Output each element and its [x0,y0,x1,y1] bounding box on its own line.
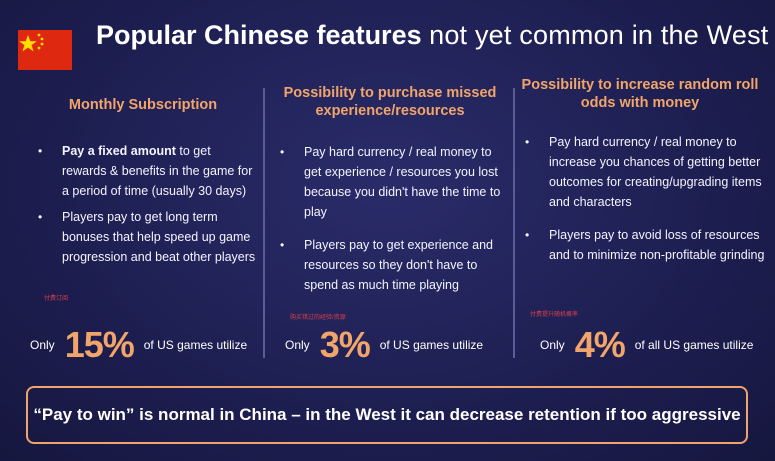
column-heading: Possibility to increase random roll odds… [521,77,759,111]
feature-column-subscription: Monthly Subscription • Pay a fixed amoun… [28,82,258,372]
bullet-icon: • [525,228,530,242]
bullet-icon: • [38,144,43,158]
stat-percent: 4% [574,324,626,365]
annotation-note: 付费提升随机概率 [530,312,579,318]
bullet-text: Players pay to avoid loss of resources a… [549,228,765,262]
title-bold: Popular Chinese features [96,20,422,50]
bullet-list: • Pay a fixed amount to get rewards & be… [28,141,258,267]
annotation-note: 购买错过的经验/资源 [290,315,346,321]
stat-missed-resources: Only 3% of US games utilize [285,322,483,368]
bullet-item: • Pay hard currency / real money to incr… [515,132,765,212]
column-heading: Monthly Subscription [68,97,218,113]
bullet-text: Pay hard currency / real money to get ex… [304,145,501,219]
column-divider [513,88,515,358]
column-divider [263,88,265,358]
annotation-note: 付费订阅 [44,296,69,302]
conclusion-banner: “Pay to win” is normal in China – in the… [26,386,748,444]
bullet-text: Players pay to get experience and resour… [304,238,494,292]
stat-suffix: of US games utilize [379,338,484,352]
stat-subscription: Only 15% of US games utilize [30,322,247,368]
stat-percent: 15% [64,324,135,365]
bullet-item: • Pay a fixed amount to get rewards & be… [28,141,258,201]
bullet-text: Players pay to get long term bonuses tha… [62,210,256,264]
bullet-list: • Pay hard currency / real money to get … [270,142,510,295]
bullet-item: • Players pay to get long term bonuses t… [28,207,258,267]
title-light: not yet common in the West [429,20,769,50]
column-heading: Possibility to purchase missed experienc… [283,85,497,119]
bullet-item: • Players pay to avoid loss of resources… [515,225,765,265]
stat-prefix: Only [30,338,55,352]
bullet-icon: • [525,135,530,149]
bullet-icon: • [280,145,285,159]
bullet-item: • Players pay to get experience and reso… [270,235,510,295]
bullet-strong: Pay a fixed amount [62,144,176,158]
page-title: Popular Chinese features not yet common … [96,16,769,54]
bullet-text: to get rewards & benefits in the game fo… [62,144,253,198]
stat-prefix: Only [285,338,310,352]
bullet-icon: • [280,238,285,252]
stat-suffix: of all US games utilize [634,338,754,352]
china-flag-icon [18,30,72,70]
stat-suffix: of US games utilize [143,338,248,352]
stat-percent: 3% [319,324,371,365]
bullet-item: • Pay hard currency / real money to get … [270,142,510,222]
feature-column-roll-odds: Possibility to increase random roll odds… [515,77,765,372]
bullet-list: • Pay hard currency / real money to incr… [515,132,765,265]
feature-column-missed-resources: Possibility to purchase missed experienc… [270,82,510,372]
bullet-text: Pay hard currency / real money to increa… [549,135,762,209]
bullet-icon: • [38,210,43,224]
stat-roll-odds: Only 4% of all US games utilize [540,322,753,368]
stat-prefix: Only [540,338,565,352]
